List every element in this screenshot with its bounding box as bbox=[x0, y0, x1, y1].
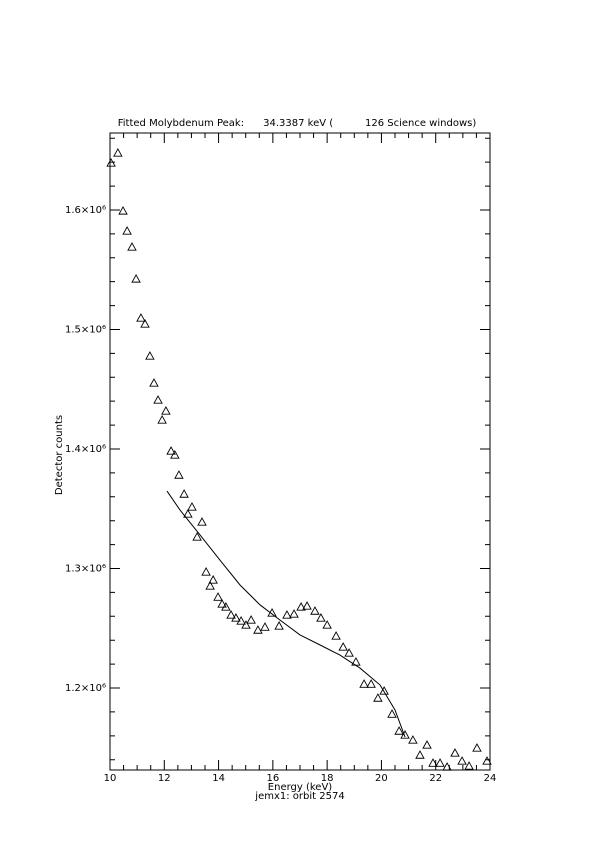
data-point bbox=[192, 532, 202, 541]
data-point bbox=[322, 620, 332, 629]
x-tick-label: 16 bbox=[266, 773, 279, 784]
data-point bbox=[131, 273, 141, 283]
data-point bbox=[241, 620, 251, 629]
data-point bbox=[387, 709, 397, 718]
data-point bbox=[331, 631, 341, 640]
x-tick-label: 10 bbox=[104, 773, 117, 784]
data-point bbox=[400, 730, 410, 739]
data-point bbox=[106, 158, 116, 167]
data-point bbox=[174, 470, 184, 479]
data-point bbox=[260, 622, 270, 631]
data-point bbox=[379, 686, 389, 695]
data-point bbox=[435, 758, 445, 767]
data-point bbox=[208, 575, 218, 584]
data-point bbox=[428, 758, 438, 767]
x-tick-label: 22 bbox=[429, 773, 442, 784]
data-point bbox=[482, 756, 492, 765]
plot-frame bbox=[109, 132, 491, 771]
fit-line bbox=[166, 490, 406, 738]
data-point bbox=[213, 592, 223, 601]
y-axis-label: Detector counts bbox=[54, 415, 65, 495]
data-point bbox=[366, 679, 376, 688]
data-point bbox=[359, 679, 369, 688]
data-point bbox=[457, 756, 467, 765]
y-tick-label: 1.3×10⁶ bbox=[65, 564, 106, 575]
y-tick-label: 1.5×10⁶ bbox=[65, 324, 106, 335]
data-point bbox=[145, 351, 155, 360]
data-point bbox=[197, 517, 207, 526]
data-point bbox=[231, 613, 241, 622]
x-tick-label: 18 bbox=[321, 773, 334, 784]
data-point bbox=[170, 450, 180, 459]
data-point bbox=[373, 693, 383, 702]
data-point bbox=[236, 616, 246, 625]
data-point bbox=[415, 750, 425, 759]
data-point bbox=[201, 567, 211, 576]
data-point bbox=[221, 602, 231, 611]
x-tick-label: 20 bbox=[375, 773, 388, 784]
data-point bbox=[217, 599, 227, 608]
data-point bbox=[394, 726, 404, 735]
data-point bbox=[205, 581, 215, 590]
x-tick-label: 14 bbox=[212, 773, 225, 784]
data-point bbox=[267, 608, 277, 617]
data-point bbox=[140, 319, 150, 328]
data-point bbox=[472, 743, 482, 752]
data-point bbox=[442, 762, 452, 771]
data-point bbox=[187, 502, 197, 511]
data-point bbox=[113, 148, 123, 157]
data-point bbox=[153, 395, 163, 404]
x-tick-label: 12 bbox=[158, 773, 171, 784]
data-point bbox=[450, 748, 460, 757]
data-point bbox=[289, 609, 299, 618]
data-point bbox=[127, 242, 137, 251]
y-tick-label: 1.6×10⁶ bbox=[65, 205, 106, 216]
x-axis-label: Energy (keV) bbox=[268, 782, 333, 793]
data-point bbox=[226, 610, 236, 619]
subtitle: jemx1: orbit 2574 bbox=[254, 791, 344, 802]
data-point bbox=[296, 602, 306, 611]
data-point bbox=[338, 642, 348, 651]
data-point bbox=[149, 378, 159, 387]
data-point bbox=[122, 226, 132, 235]
data-point bbox=[166, 446, 176, 455]
data-point bbox=[344, 648, 354, 657]
chart-title: Fitted Molybdenum Peak: 34.3387 keV ( 12… bbox=[118, 118, 477, 129]
data-point bbox=[316, 613, 326, 622]
data-point bbox=[302, 601, 312, 610]
x-tick-label: 24 bbox=[484, 773, 497, 784]
data-point bbox=[253, 625, 263, 634]
data-point bbox=[183, 509, 193, 518]
data-point bbox=[118, 205, 128, 215]
data-point bbox=[408, 735, 418, 744]
y-tick-label: 1.2×10⁶ bbox=[65, 683, 106, 694]
data-point bbox=[157, 415, 167, 424]
data-point bbox=[282, 610, 292, 619]
data-point bbox=[161, 406, 171, 415]
data-point bbox=[422, 740, 432, 749]
y-tick-label: 1.4×10⁶ bbox=[65, 444, 106, 455]
data-point bbox=[246, 615, 256, 624]
data-point bbox=[179, 489, 189, 498]
data-point bbox=[274, 621, 284, 630]
data-point bbox=[464, 761, 474, 770]
data-point bbox=[310, 606, 320, 615]
data-point bbox=[136, 313, 146, 322]
